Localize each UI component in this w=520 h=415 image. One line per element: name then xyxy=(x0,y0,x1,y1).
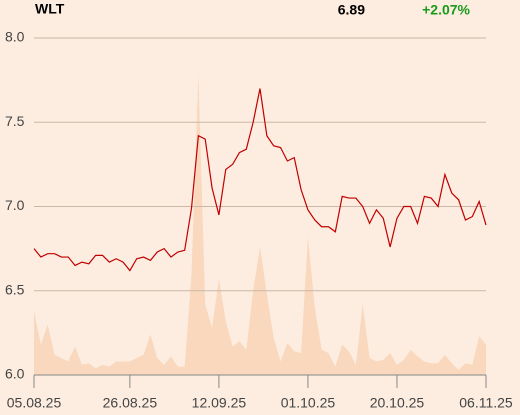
x-tick-label: 12.09.25 xyxy=(192,395,247,411)
x-tick-label: 26.08.25 xyxy=(103,395,158,411)
price: 6.89 xyxy=(338,2,365,18)
y-tick-label: 6.5 xyxy=(5,281,25,297)
price-line xyxy=(33,88,487,272)
y-tick-label: 7.5 xyxy=(5,113,25,129)
y-tick-label: 7.0 xyxy=(5,197,25,213)
y-tick-label: 8.0 xyxy=(5,29,25,45)
change: +2.07% xyxy=(422,2,470,18)
x-tick-label: 05.08.25 xyxy=(7,395,62,411)
x-tick-label: 01.10.25 xyxy=(281,395,336,411)
y-tick-label: 6.0 xyxy=(5,366,25,382)
symbol: WLT xyxy=(35,1,65,17)
x-tick-label: 20.10.25 xyxy=(370,395,425,411)
x-tick-label: 06.11.25 xyxy=(459,395,513,411)
volume-area xyxy=(34,75,486,375)
